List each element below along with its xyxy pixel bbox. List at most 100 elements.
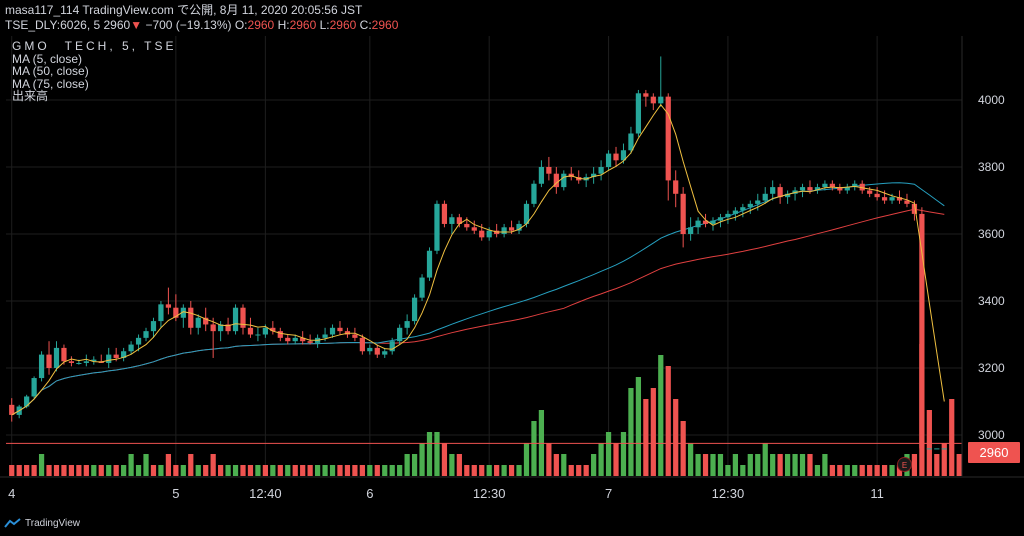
volume-bar bbox=[568, 465, 574, 476]
volume-bar bbox=[68, 465, 75, 476]
volume-bar bbox=[949, 399, 955, 476]
candle-body bbox=[635, 93, 642, 134]
volume-bar bbox=[784, 454, 791, 476]
publish-line: masa117_114 TradingView.com で公開, 8月 11, … bbox=[5, 3, 363, 17]
candle-body bbox=[941, 448, 947, 450]
candle-body bbox=[762, 193, 768, 201]
candle-body bbox=[852, 183, 858, 188]
y-tick-label: 3600 bbox=[978, 227, 1005, 241]
volume-bar bbox=[755, 454, 761, 476]
volume-bar bbox=[508, 465, 515, 476]
candle-body bbox=[262, 327, 268, 335]
candle-body bbox=[777, 187, 783, 198]
candle-body bbox=[397, 327, 403, 342]
volume-bar bbox=[419, 443, 425, 476]
candle-body bbox=[837, 187, 843, 191]
volume-bar bbox=[292, 465, 298, 476]
candle-body bbox=[650, 96, 656, 104]
candle-body bbox=[374, 347, 380, 355]
candle-body bbox=[688, 227, 694, 234]
symbol-quote: TSE_DLY:6026, 5 2960 bbox=[5, 18, 131, 32]
earnings-marker-icon[interactable]: E bbox=[897, 457, 912, 472]
volume-bar bbox=[150, 465, 157, 476]
volume-bar bbox=[695, 454, 701, 476]
candle-body bbox=[844, 187, 850, 191]
x-tick-label: 4 bbox=[8, 486, 15, 501]
candle-body bbox=[531, 183, 537, 204]
candle-body bbox=[441, 203, 448, 224]
volume-bar bbox=[643, 399, 649, 476]
candle-body bbox=[247, 327, 254, 335]
volume-bar bbox=[591, 454, 597, 476]
volume-bar bbox=[128, 454, 134, 476]
volume-bar bbox=[456, 454, 462, 476]
volume-bar bbox=[397, 465, 403, 476]
volume-bar bbox=[561, 454, 567, 476]
candle-body bbox=[404, 321, 410, 328]
candle-body bbox=[143, 331, 149, 338]
candle-body bbox=[740, 207, 746, 211]
candle-body bbox=[68, 361, 75, 363]
tradingview-logo-icon bbox=[4, 517, 21, 528]
down-arrow-icon: ▼ bbox=[130, 18, 143, 32]
candle-body bbox=[337, 327, 343, 332]
volume-bar bbox=[232, 465, 239, 476]
ma75-line bbox=[11, 208, 945, 416]
low-value: 2960 bbox=[329, 18, 357, 32]
volume-bar bbox=[546, 443, 552, 476]
volume-bar bbox=[479, 465, 485, 476]
volume-bar bbox=[471, 465, 477, 476]
volume-bar bbox=[941, 443, 947, 476]
candle-body bbox=[449, 217, 455, 224]
candle-body bbox=[523, 203, 530, 224]
volume-bar bbox=[740, 465, 746, 476]
candle-body bbox=[232, 307, 239, 332]
candle-body bbox=[658, 96, 664, 104]
volume-legend[interactable]: 出来高 bbox=[12, 89, 49, 103]
high-value: 2960 bbox=[289, 18, 317, 32]
volume-bar bbox=[411, 454, 418, 476]
volume-bar bbox=[262, 465, 268, 476]
candle-body bbox=[106, 354, 112, 363]
volume-bar bbox=[210, 454, 216, 476]
volume-bar bbox=[434, 432, 440, 476]
candle-body bbox=[434, 203, 440, 251]
symbol-title[interactable]: GMO TECH, 5, TSE bbox=[12, 39, 177, 53]
volume-bar bbox=[583, 465, 589, 476]
candle-body bbox=[188, 307, 194, 328]
volume-bar bbox=[121, 465, 127, 476]
candle-body bbox=[9, 404, 15, 415]
candle-body bbox=[732, 210, 738, 214]
volume-bar bbox=[322, 465, 328, 476]
volume-bar bbox=[837, 465, 843, 476]
volume-bar bbox=[449, 454, 455, 476]
volume-bar bbox=[404, 454, 410, 476]
ma75-legend[interactable]: MA (75, close) bbox=[12, 76, 89, 91]
ma50-legend[interactable]: MA (50, close) bbox=[12, 64, 89, 78]
candle-body bbox=[135, 337, 142, 345]
candle-body bbox=[896, 197, 903, 201]
candle-body bbox=[822, 183, 828, 188]
candle-body bbox=[598, 167, 604, 174]
chart-header: masa117_114 TradingView.com で公開, 8月 11, … bbox=[0, 0, 1024, 36]
candle-body bbox=[382, 351, 388, 355]
candle-body bbox=[926, 448, 932, 450]
volume-bar bbox=[822, 454, 828, 476]
volume-bar bbox=[598, 443, 604, 476]
volume-bar bbox=[389, 465, 395, 476]
x-tick-label: 6 bbox=[366, 486, 373, 501]
candle-body bbox=[695, 220, 701, 228]
candle-body bbox=[367, 347, 373, 352]
volume-bar bbox=[61, 465, 67, 476]
branding[interactable]: TradingView bbox=[4, 514, 80, 532]
candle-body bbox=[389, 341, 395, 352]
ma5-legend[interactable]: MA (5, close) bbox=[12, 51, 83, 66]
volume-bar bbox=[956, 454, 962, 476]
candle-body bbox=[329, 327, 336, 335]
volume-bar bbox=[807, 454, 813, 476]
ma50-line bbox=[11, 182, 945, 416]
candle-body bbox=[770, 187, 776, 194]
candle-body bbox=[553, 173, 559, 188]
candle-body bbox=[471, 227, 477, 231]
